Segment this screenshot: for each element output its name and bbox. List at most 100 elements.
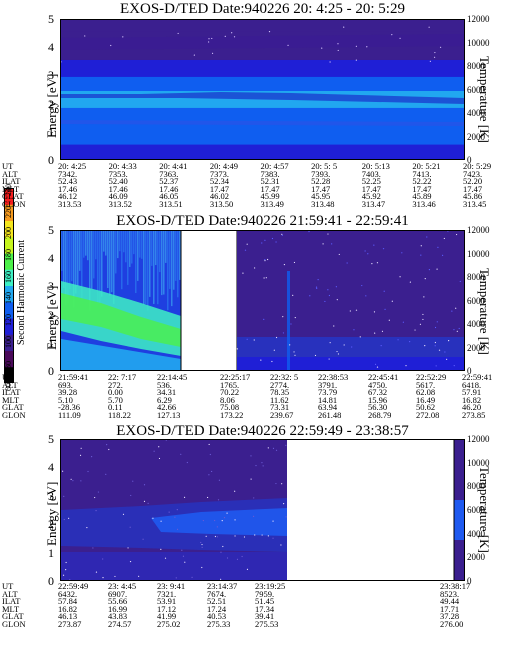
noise-dot: [437, 246, 439, 248]
ephem-cell: -28.36: [58, 402, 80, 413]
streak: [113, 231, 115, 304]
noise-dot: [399, 37, 401, 39]
colorbar-swatch: [4, 285, 14, 303]
noise-dot: [184, 561, 186, 563]
ephem-cell: 23:38:17: [440, 581, 471, 591]
y-tick-label: 2: [48, 96, 54, 111]
noise-dot: [102, 576, 104, 579]
y-tick-label: 4: [48, 251, 54, 266]
noise-dot: [434, 341, 436, 344]
noise-dot: [289, 344, 291, 346]
ephem-cell: 52.31: [260, 176, 280, 187]
noise-dot: [337, 43, 339, 45]
noise-dot: [267, 535, 269, 537]
spectrogram-svg: [61, 20, 464, 159]
noise-dot: [191, 576, 193, 578]
noise-dot: [316, 287, 318, 289]
ephem-cell: 272.: [108, 379, 123, 390]
noise-dot: [292, 294, 294, 296]
ephem-cell: 4750.: [368, 379, 388, 390]
ephem-row-label: MLT: [2, 394, 20, 405]
ephem-cell: 40.53: [207, 611, 227, 622]
y2-tick-label: 2000: [467, 131, 485, 142]
noise-dot: [80, 447, 82, 449]
noise-dot: [168, 511, 170, 513]
noise-dot: [86, 526, 88, 529]
ephem-cell: 22: 7:17: [108, 372, 137, 382]
noise-dot: [105, 473, 107, 475]
streak: [133, 231, 135, 255]
streak: [111, 231, 113, 293]
colorbar-swatch: [4, 269, 14, 286]
noise-dot: [233, 36, 236, 38]
noise-dot: [263, 277, 265, 279]
noise-dot: [243, 536, 246, 538]
ephem-cell: 23:14:37: [207, 581, 238, 591]
ephem-row-label: MLT: [2, 183, 20, 194]
noise-dot: [122, 36, 124, 38]
ephem-cell: 52.25: [361, 176, 381, 187]
colorbar-swatch: [4, 301, 14, 319]
band-feature: [61, 120, 464, 126]
ephem-cell: 239.67: [270, 410, 294, 420]
streak: [137, 231, 139, 281]
ephem-cell: 75.08: [220, 402, 240, 413]
noise-dot: [209, 453, 211, 456]
noise-dot: [283, 263, 286, 266]
noise-dot: [424, 278, 426, 280]
spectrogram-plot: [60, 439, 465, 581]
ephem-cell: 52.22: [412, 176, 432, 187]
y2-tick-label: 6000: [467, 295, 485, 306]
noise-dot: [264, 260, 266, 262]
streak: [91, 231, 93, 289]
noise-dot: [447, 231, 449, 232]
streak: [115, 231, 117, 274]
noise-dot: [252, 515, 255, 517]
colorbar-swatch: [4, 188, 14, 205]
streak: [117, 231, 119, 259]
noise-dot: [275, 449, 278, 451]
noise-dot: [253, 497, 255, 499]
y2-tick-label: 10000: [467, 248, 490, 259]
noise-dot: [95, 510, 97, 512]
ephem-cell: 5.70: [108, 394, 123, 405]
ephem-row-label: GLON: [2, 619, 26, 629]
ephem-cell: 51.45: [255, 596, 275, 607]
ephem-cell: 8.06: [220, 394, 235, 405]
streak: [163, 231, 165, 295]
noise-dot: [211, 470, 213, 473]
y-tick-label: 2: [48, 307, 54, 322]
ephem-row-label: UT: [2, 161, 14, 171]
ephem-cell: 22:59:41: [462, 372, 493, 382]
noise-dot: [337, 49, 339, 52]
noise-dot: [239, 370, 240, 371]
noise-dot: [361, 284, 363, 287]
ephem-cell: 16.49: [416, 394, 436, 405]
ephem-cell: 52.37: [159, 176, 179, 187]
spectrogram-band: [61, 293, 181, 347]
ephem-row-label: ILAT: [2, 176, 21, 187]
noise-dot: [250, 455, 252, 457]
panel-3: EXOS-D/TED Date:940226 22:59:49 - 23:38:…: [0, 422, 505, 649]
panel-title: EXOS-D/TED Date:940226 21:59:41 - 22:59:…: [116, 213, 409, 229]
ephem-cell: 17.71: [440, 603, 460, 614]
noise-dot: [254, 534, 256, 536]
ephem-cell: 22:25:17: [220, 372, 251, 382]
ephem-cell: 52.40: [108, 176, 128, 187]
ephem-cell: 7373.: [209, 168, 229, 179]
ephem-cell: 7423.: [463, 168, 483, 179]
streak: [81, 231, 83, 299]
ephem-cell: 276.00: [440, 619, 464, 629]
y2-tick-label: 12000: [467, 225, 490, 235]
noise-dot: [353, 329, 355, 331]
energy-band: [61, 20, 464, 32]
noise-dot: [267, 447, 269, 449]
band-feature: [61, 34, 464, 50]
noise-dot: [87, 470, 89, 473]
streak: [71, 231, 73, 282]
noise-dot: [226, 557, 229, 559]
streak: [85, 231, 87, 256]
noise-dot: [220, 551, 222, 553]
noise-dot: [130, 494, 132, 497]
noise-dot: [321, 47, 323, 49]
